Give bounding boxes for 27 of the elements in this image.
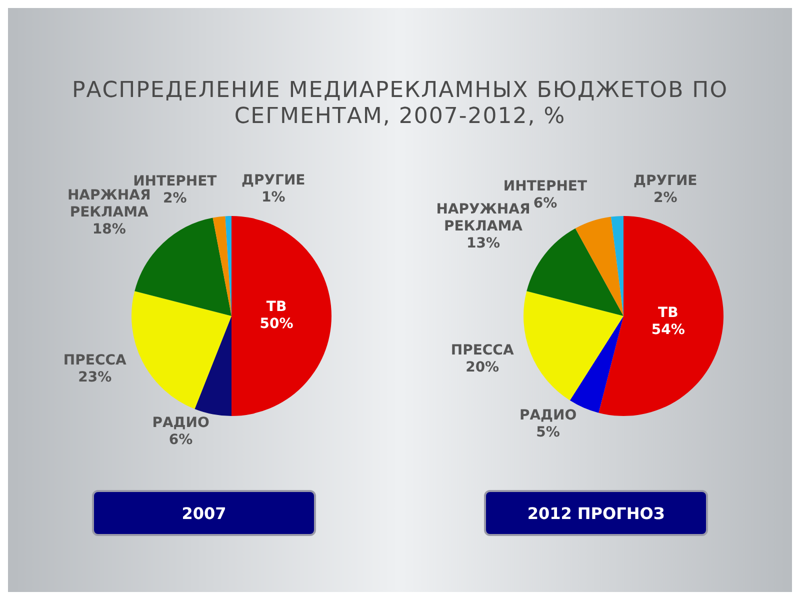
slice-label: ИНТЕРНЕТ (133, 174, 218, 190)
slice-label: РАДИО (152, 415, 210, 432)
data-label: 6% (533, 195, 558, 212)
data-label: 13% (466, 235, 500, 252)
data-label: 2% (653, 190, 678, 206)
text: РАСПРЕДЕЛЕНИЕ МЕДИАРЕКЛАМНЫХ БЮДЖЕТОВ ПО СЕГМЕНТАМ, 2007-2012, % (70, 78, 730, 130)
data-label: 20% (466, 360, 500, 376)
slice-label: ИНТЕРНЕТ (503, 178, 588, 194)
data-label: 2% (163, 190, 187, 207)
data-label: 54% (651, 322, 685, 338)
slice-label: ПРЕССА (63, 352, 127, 369)
slice-label: ДРУГИЕ (633, 172, 698, 189)
data-label: 6% (168, 432, 193, 448)
slice-label: ТВ (266, 299, 287, 316)
data-label: 23% (78, 370, 112, 386)
data-label: 5% (536, 424, 560, 440)
slice-label: НАРУЖНАЯ РЕКЛАМА (436, 201, 530, 234)
slice-label: ТВ (658, 304, 678, 321)
data-label: 1% (261, 190, 286, 206)
text: 2007 (92, 490, 316, 536)
data-label: 50% (260, 316, 294, 332)
slice-label: ПРЕССА (450, 342, 514, 359)
slice-label: РАДИО (519, 407, 577, 424)
slice-label: НАРЖНАЯ РЕКЛАМА (67, 188, 151, 221)
data-label: 18% (92, 222, 126, 238)
text: 2012 ПРОГНОЗ (484, 490, 708, 536)
slice-label: ДРУГИЕ (241, 172, 306, 189)
